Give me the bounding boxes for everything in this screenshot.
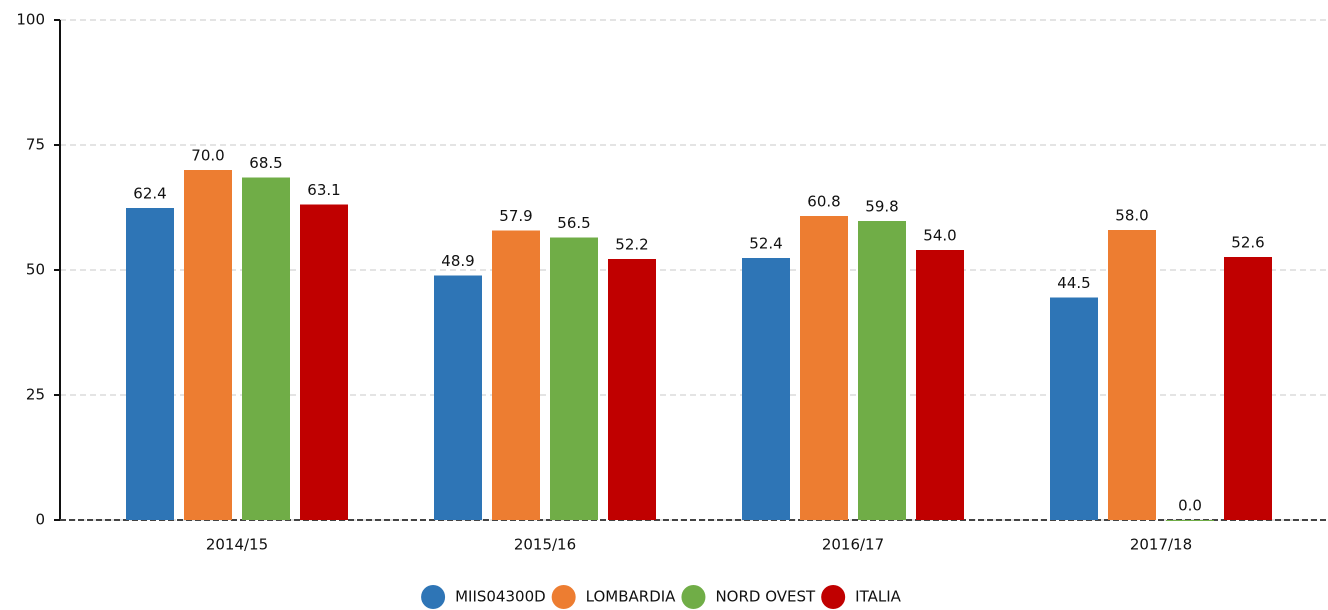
legend-swatch [551, 585, 576, 609]
data-label: 57.9 [499, 207, 532, 225]
bar [184, 170, 232, 520]
bar [858, 221, 906, 520]
legend-label: ITALIA [855, 588, 901, 606]
data-label: 52.6 [1231, 234, 1264, 252]
bar [1166, 520, 1214, 521]
bar [126, 208, 174, 520]
bar [916, 250, 964, 520]
y-tick-label: 25 [26, 386, 45, 404]
data-label: 58.0 [1115, 207, 1148, 225]
legend-label: LOMBARDIA [586, 588, 677, 606]
data-label: 44.5 [1057, 274, 1090, 292]
data-label: 59.8 [865, 198, 898, 216]
data-label: 60.8 [807, 193, 840, 211]
data-label: 56.5 [557, 214, 590, 232]
bar [300, 204, 348, 520]
bar [1224, 257, 1272, 520]
bar [1108, 230, 1156, 520]
x-tick-label: 2016/17 [822, 536, 884, 554]
data-label: 52.2 [615, 236, 648, 254]
y-tick-label: 50 [26, 261, 45, 279]
y-tick-label: 100 [16, 11, 45, 29]
data-label: 0.0 [1178, 497, 1202, 515]
bar [242, 177, 290, 520]
x-tick-label: 2017/18 [1130, 536, 1192, 554]
legend-label: MIIS04300D [455, 588, 546, 606]
bar [608, 259, 656, 520]
legend-swatch [681, 585, 706, 609]
legend-swatch [421, 585, 446, 609]
x-tick-label: 2015/16 [514, 536, 576, 554]
data-label: 62.4 [133, 185, 166, 203]
legend-label: NORD OVEST [715, 588, 816, 606]
bar [742, 258, 790, 520]
bar [550, 237, 598, 520]
x-tick-label: 2014/15 [206, 536, 268, 554]
data-label: 63.1 [307, 181, 340, 199]
data-label: 54.0 [923, 227, 956, 245]
data-label: 52.4 [749, 235, 782, 253]
y-tick-label: 0 [35, 511, 45, 529]
data-label: 70.0 [191, 147, 224, 165]
y-tick-label: 75 [26, 136, 45, 154]
bar [1050, 297, 1098, 520]
legend-swatch [821, 585, 846, 609]
data-label: 48.9 [441, 252, 474, 270]
bar [492, 230, 540, 520]
bar [434, 275, 482, 520]
data-label: 68.5 [249, 154, 282, 172]
bar [800, 216, 848, 520]
